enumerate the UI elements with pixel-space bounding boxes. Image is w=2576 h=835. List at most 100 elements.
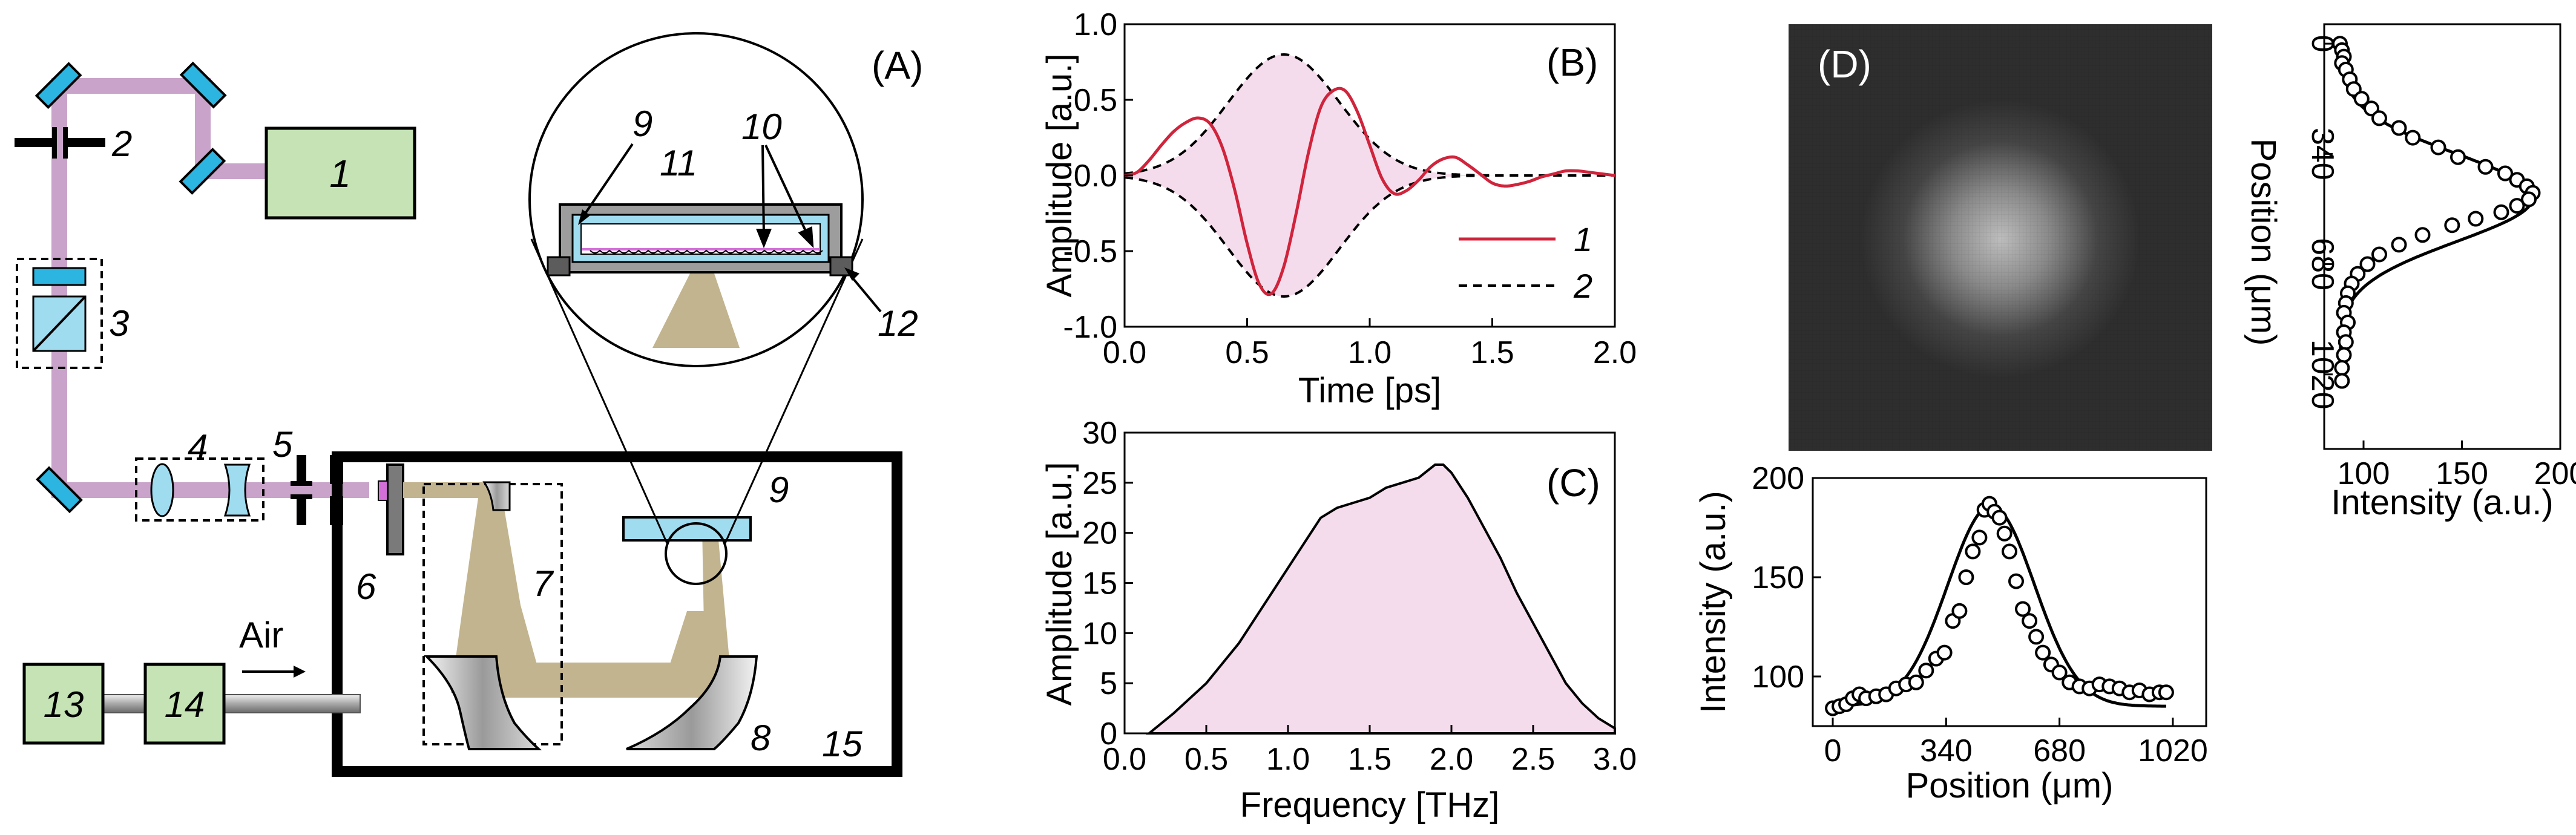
y-tick-label: 0.5 [1074, 83, 1117, 118]
panel-b-ylabel: Amplitude [a.u.] [1040, 54, 1079, 298]
panel-b: 0.0 0.5 1.0 1.5 2.0 -1.0 -0.5 0.0 0.5 1.0 Time [p… [1040, 7, 1637, 410]
horizontal-profile-frame [1812, 477, 2207, 727]
panel-b-ticks: 0.0 0.5 1.0 1.5 2.0 -1.0 -0.5 0.0 0.5 1.0 [1063, 7, 1637, 370]
turning-mirror-mid [179, 148, 226, 195]
vertical-profile-xlabel: Intensity (a.u.) [2331, 483, 2553, 522]
thz-emitter-6 [386, 463, 404, 555]
y-tick-label: 1.0 [1074, 7, 1117, 42]
panel-c: 0.0 0.5 1.0 1.5 2.0 2.5 3.0 0 5 10 15 20 25 30 Freque… [1040, 416, 1637, 825]
y-tick-label: -1.0 [1063, 310, 1117, 345]
arrow-12-head [844, 267, 859, 281]
x-tick-label: 2.5 [1511, 742, 1555, 777]
y-tick-label: 25 [1082, 466, 1117, 501]
y-tick-label: 20 [1082, 516, 1117, 551]
data-point [2359, 256, 2376, 272]
y-tick-label: 5 [1100, 666, 1117, 701]
y-tick-label: -0.5 [1063, 234, 1117, 269]
data-point [2444, 217, 2460, 234]
horizontal-profile-ylabel: Intensity (a.u.) [1694, 491, 1733, 713]
panel-a: 1 2 3 4 5 [15, 32, 923, 777]
data-point [2022, 613, 2038, 629]
y-tick-label: 100 [1752, 660, 1804, 695]
label-11: 11 [660, 143, 697, 183]
envelope-upper-line [1124, 53, 1615, 177]
label-10: 10 [741, 106, 782, 147]
y-tick-label: 340 [2305, 128, 2340, 180]
vertical-profile-frame [2323, 23, 2561, 450]
x-tick-label: 1.0 [1266, 742, 1310, 777]
label-14: 14 [165, 684, 205, 725]
y-tick-label: 150 [1752, 560, 1804, 595]
arrow-9-head [578, 209, 590, 225]
emitter-crystal [378, 480, 388, 501]
data-point [2371, 246, 2387, 263]
label-4: 4 [188, 427, 208, 468]
x-tick-label: 0.0 [1103, 335, 1146, 370]
data-point [1936, 644, 1953, 661]
x-tick-label: 150 [2436, 456, 2488, 491]
vertical-profile-ticks: 100 150 200 0 340 680 1020 [2305, 35, 2576, 491]
data-point [2002, 543, 2017, 560]
data-point [2468, 211, 2484, 227]
legend-1: 1 [1574, 220, 1592, 258]
attenuator-3 [16, 258, 103, 369]
label-7: 7 [533, 563, 554, 604]
y-tick-label: 0.0 [1074, 159, 1117, 194]
device-13-box [22, 663, 105, 745]
x-tick-label: 2.0 [1430, 742, 1473, 777]
arrow-9 [581, 143, 634, 219]
x-tick-label: 2.0 [1593, 335, 1637, 370]
turning-mirror-bottom-left [36, 466, 83, 514]
data-point [2430, 139, 2446, 156]
waveform-line [1124, 87, 1615, 296]
data-point [2450, 149, 2466, 165]
legend-2: 2 [1573, 267, 1592, 305]
parabolic-mirror-right-8 [626, 655, 758, 750]
data-point [2521, 191, 2537, 208]
y-tick-label: 15 [1082, 566, 1117, 601]
turning-mirror-top-left [34, 62, 82, 110]
vertical-profile-points [2332, 36, 2541, 389]
x-tick-label: 1.5 [1470, 335, 1514, 370]
x-tick-label: 0.5 [1225, 335, 1269, 370]
data-point [1991, 509, 2008, 526]
air-label: Air [239, 615, 283, 655]
parabolic-mirror-left [424, 655, 542, 750]
aperture-2 [15, 127, 105, 159]
x-tick-label: 0 [1824, 733, 1842, 768]
horizontal-profile-ticks: 0 340 680 1020 100 150 200 [1752, 461, 2208, 768]
zoom-line-right [723, 238, 864, 545]
x-tick-label: 200 [2534, 456, 2576, 491]
label-5: 5 [272, 424, 293, 465]
label-8: 8 [751, 718, 771, 758]
envelope-lower-line [1124, 174, 1615, 298]
x-tick-label: 0.5 [1184, 742, 1228, 777]
data-point [1908, 674, 1924, 690]
spectrum-fill [1145, 463, 1616, 735]
panel-c-xlabel: Frequency [THz] [1240, 785, 1500, 825]
data-point [2371, 110, 2387, 126]
panel-b-xlabel: Time [ps] [1298, 371, 1441, 410]
panel-b-label: (B) [1546, 41, 1598, 84]
horizontal-profile-points [1825, 496, 2174, 716]
x-tick-label: 0.0 [1103, 742, 1146, 777]
label-6: 6 [356, 566, 376, 607]
sample-cell-9 [622, 516, 752, 542]
label-9b: 9 [769, 470, 789, 510]
vertical-profile-ylabel: Position (μm) [2244, 139, 2283, 346]
zoom-circle-small [665, 522, 728, 585]
telescope-4 [135, 457, 264, 522]
x-tick-label: 1.0 [1348, 335, 1392, 370]
y-tick-label: 30 [1082, 416, 1117, 451]
x-tick-label: 340 [1920, 733, 1973, 768]
y-tick-label: 0 [1100, 716, 1117, 752]
chamber-window [330, 455, 343, 525]
y-tick-label: 1020 [2305, 339, 2340, 410]
aperture-5 [291, 455, 312, 525]
data-point [1951, 603, 1968, 619]
label-2: 2 [111, 123, 132, 164]
y-tick-label: 10 [1082, 616, 1117, 651]
data-point [2334, 373, 2350, 389]
panel-d: (D) 0 340 680 1020 100 150 200 Position (μm) I… [1694, 23, 2576, 805]
